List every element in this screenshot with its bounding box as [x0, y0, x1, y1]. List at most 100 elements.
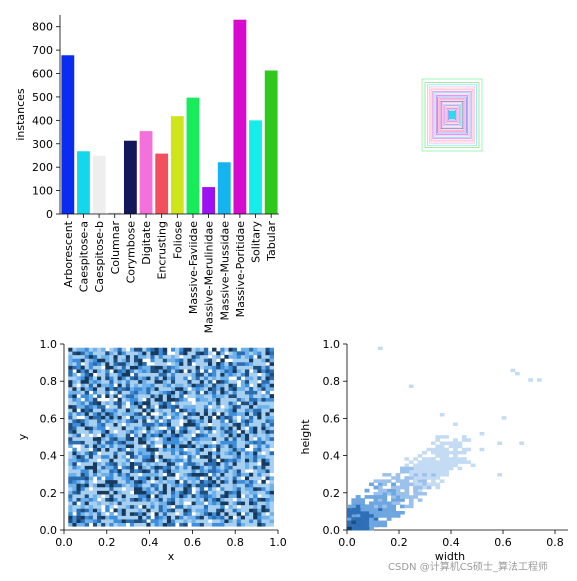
hist-cell: [257, 490, 262, 495]
hist-cell: [199, 394, 205, 399]
hist-cell: [244, 458, 250, 463]
hist-cell: [88, 483, 94, 488]
hist-cell: [453, 450, 458, 455]
hist-cell: [360, 517, 365, 521]
hist-cell: [109, 387, 114, 391]
hist-cell: [257, 419, 262, 424]
y-tick-label: 200: [32, 161, 53, 174]
hist-cell: [142, 501, 147, 506]
hist-cell: [68, 437, 73, 441]
hist-cell: [80, 515, 86, 520]
x-tick-label-corymbose: Corymbose: [124, 221, 137, 284]
hist-cell: [72, 426, 77, 431]
hist-cell: [224, 408, 229, 413]
hist-cell: [80, 461, 86, 466]
hist-cell: [430, 450, 436, 455]
hist-cell: [129, 519, 135, 524]
hist-cell: [261, 437, 266, 441]
hist-cell: [76, 387, 81, 391]
hist-cell: [92, 472, 98, 477]
hist-cell: [183, 408, 188, 413]
hist-cell: [84, 483, 90, 488]
hist-cell: [187, 483, 192, 488]
hist-cell: [216, 515, 221, 520]
hist-cell: [244, 508, 250, 513]
hist-cell: [68, 429, 73, 434]
hist-cell: [146, 412, 151, 416]
hist-cell: [207, 426, 213, 431]
hist-cell: [207, 469, 213, 474]
hist-cell: [377, 495, 383, 499]
hist-cell: [240, 358, 246, 363]
hist-cell: [125, 362, 131, 366]
hist-cell: [138, 351, 143, 356]
hist-cell: [179, 508, 184, 513]
hist-cell: [244, 440, 250, 445]
hist-cell: [203, 511, 209, 516]
hist-cell: [249, 461, 254, 466]
hist-cell: [175, 444, 180, 449]
hist-cell: [76, 390, 81, 395]
hist-cell: [261, 422, 266, 427]
hist-cell: [395, 498, 401, 502]
hist-cell: [88, 419, 94, 424]
hist-cell: [72, 479, 77, 484]
hist-cell: [220, 376, 225, 381]
hist-cell: [199, 479, 205, 484]
hist-cell: [369, 482, 374, 487]
hist-cell: [228, 497, 233, 502]
hist-cell: [84, 404, 90, 409]
x-tick-label-massive-poritidae: Massive-Poritidae: [234, 221, 247, 318]
hist-cell: [244, 412, 250, 416]
bar-corymbose: [123, 140, 137, 214]
hist-cell: [121, 494, 127, 499]
hist-cell: [187, 497, 192, 502]
hist-cell: [240, 401, 246, 406]
hist-cell: [253, 422, 258, 427]
hist-cell: [80, 454, 86, 459]
hist-cell: [68, 358, 73, 363]
hist-cell: [257, 415, 262, 420]
hist-cell: [179, 351, 184, 356]
hist-cell: [212, 422, 217, 427]
hist-cell: [68, 483, 73, 488]
hist-cell: [187, 454, 192, 459]
hist-cell: [171, 465, 176, 470]
hist-cell: [158, 508, 164, 513]
hist-cell: [166, 358, 172, 363]
hist-cell: [191, 376, 196, 381]
hist-cell: [92, 419, 98, 424]
hist-cell: [269, 401, 275, 406]
hist-cell: [68, 497, 73, 502]
hist-cell: [117, 369, 122, 374]
hist-cell: [101, 362, 106, 366]
hist-cell: [216, 365, 221, 370]
hist-cell: [134, 358, 139, 363]
hist-cell: [444, 466, 449, 471]
hist-cell: [101, 351, 106, 356]
hist-cell: [448, 466, 454, 471]
hist-cell: [142, 461, 147, 466]
hist-cell: [187, 447, 192, 452]
hist-cell: [395, 492, 401, 496]
hist-cell: [117, 429, 122, 434]
hist-cell: [109, 451, 114, 456]
hist-cell: [228, 458, 233, 463]
hist-cell: [265, 419, 270, 424]
hist-cell: [265, 383, 270, 388]
hist-cell: [466, 447, 472, 452]
hist-cell: [400, 479, 405, 483]
hist-cell: [162, 354, 168, 359]
hist-cell: [216, 461, 221, 466]
hist-cell: [88, 426, 94, 431]
hist-cell: [92, 519, 98, 524]
hist-cell: [105, 354, 110, 359]
hist-cell: [224, 479, 229, 484]
hist-cell: [121, 372, 127, 377]
hist-cell: [240, 429, 246, 434]
hist-cell: [72, 522, 77, 527]
y-tick-label: 0.4: [323, 450, 341, 463]
hist-cell: [154, 522, 159, 527]
hist-cell: [377, 346, 383, 351]
hist-cell: [244, 476, 250, 481]
